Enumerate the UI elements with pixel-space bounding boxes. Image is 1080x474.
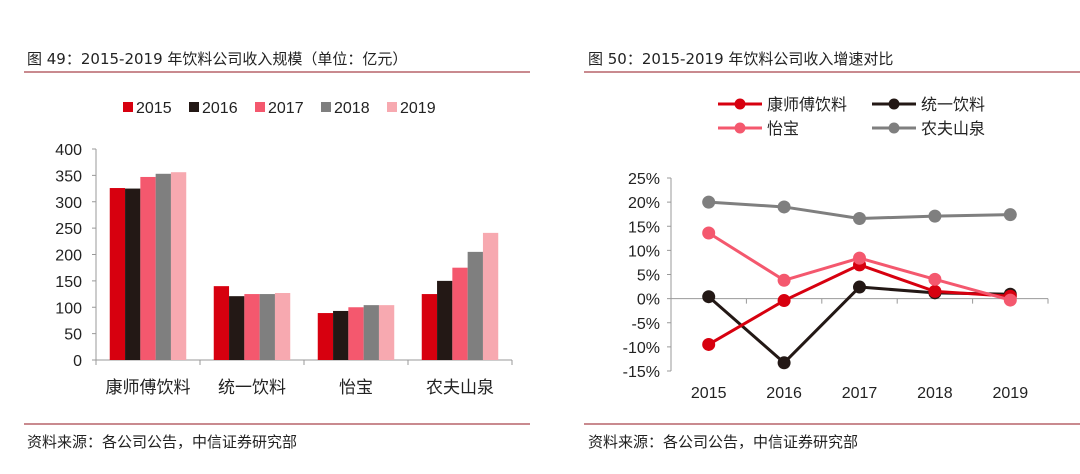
- bar-康师傅饮料-2017: [140, 176, 156, 360]
- bar-统一饮料-2018: [259, 294, 275, 360]
- legend-swatch-2015: [123, 102, 133, 112]
- legend-label-2017: 2017: [268, 100, 304, 117]
- x-tick-label: 2018: [917, 385, 953, 402]
- y-tick-label: 250: [55, 221, 82, 238]
- bar-怡宝-2016: [333, 310, 349, 360]
- bar-农夫山泉-2019: [482, 232, 499, 360]
- data-point-农夫山泉-2019: [1003, 208, 1017, 222]
- y-tick-label: 20%: [628, 195, 660, 212]
- y-tick-label: 0: [73, 353, 82, 370]
- data-point-怡宝-2017: [853, 251, 866, 265]
- legend-label-统一饮料: 统一饮料: [921, 95, 985, 114]
- y-tick-label: -5%: [632, 316, 660, 333]
- source-divider: [24, 423, 530, 425]
- bar-怡宝-2015: [317, 313, 334, 360]
- x-tick-label: 2015: [691, 385, 727, 402]
- bar-chart-title: 图 49：2015-2019 年饮料公司收入规模（单位：亿元）: [27, 50, 408, 68]
- legend-swatch-2018: [321, 102, 331, 112]
- data-point-农夫山泉-2016: [777, 200, 791, 214]
- data-point-统一饮料-2017: [853, 280, 866, 294]
- x-category-label: 统一饮料: [218, 378, 286, 398]
- data-point-康师傅饮料-2016: [777, 294, 791, 308]
- bar-统一饮料-2015: [213, 286, 230, 360]
- data-point-怡宝-2019: [1003, 293, 1017, 307]
- legend-label-2019: 2019: [400, 100, 436, 117]
- y-tick-label: 100: [55, 300, 82, 317]
- y-tick-label: 50: [64, 327, 82, 344]
- legend-marker-统一饮料: [888, 98, 900, 110]
- data-point-怡宝-2018: [928, 272, 942, 286]
- x-tick-label: 2016: [766, 385, 802, 402]
- bar-康师傅饮料-2019: [170, 172, 187, 360]
- data-point-农夫山泉-2015: [702, 195, 716, 209]
- bar-康师傅饮料-2015: [109, 188, 126, 360]
- data-point-怡宝-2015: [702, 226, 716, 240]
- x-category-label: 怡宝: [339, 378, 373, 398]
- legend-label-怡宝: 怡宝: [767, 119, 799, 138]
- legend-marker-康师傅饮料: [734, 98, 746, 110]
- x-tick-label: 2017: [842, 385, 878, 402]
- bar-怡宝-2017: [348, 307, 364, 360]
- data-point-康师傅饮料-2018: [928, 284, 942, 298]
- bar-怡宝-2018: [363, 305, 379, 360]
- y-tick-label: 15%: [628, 219, 660, 236]
- title-divider: [24, 71, 530, 73]
- legend-label-2016: 2016: [202, 100, 238, 117]
- bar-怡宝-2019: [378, 305, 395, 360]
- bar-统一饮料-2019: [274, 293, 291, 360]
- data-point-统一饮料-2015: [702, 290, 716, 304]
- y-tick-label: -15%: [623, 364, 660, 381]
- source-divider: [584, 423, 1080, 425]
- y-tick-label: 5%: [637, 268, 660, 285]
- legend-marker-怡宝: [734, 122, 746, 134]
- legend-label-2018: 2018: [334, 100, 370, 117]
- legend-swatch-2016: [189, 102, 199, 112]
- y-tick-label: 10%: [628, 243, 660, 260]
- data-point-怡宝-2016: [777, 273, 791, 287]
- y-tick-label: 0%: [637, 292, 660, 309]
- line-chart-title: 图 50：2015-2019 年饮料公司收入增速对比: [588, 50, 894, 68]
- y-tick-label: 400: [55, 142, 82, 159]
- x-category-label: 农夫山泉: [426, 378, 494, 398]
- bar-农夫山泉-2015: [421, 294, 438, 360]
- legend-swatch-2017: [255, 102, 265, 112]
- y-tick-label: 25%: [628, 171, 660, 188]
- x-category-label: 康师傅饮料: [106, 378, 191, 398]
- legend-swatch-2019: [387, 102, 397, 112]
- x-tick-label: 2019: [993, 385, 1029, 402]
- bar-康师傅饮料-2016: [125, 188, 141, 360]
- title-divider: [584, 71, 1080, 73]
- data-point-农夫山泉-2017: [853, 212, 866, 226]
- y-tick-label: 300: [55, 195, 82, 212]
- bar-农夫山泉-2018: [467, 251, 483, 360]
- y-tick-label: 200: [55, 248, 82, 265]
- bar-chart-source: 资料来源：各公司公告，中信证券研究部: [27, 433, 298, 451]
- data-point-农夫山泉-2018: [928, 209, 942, 223]
- y-tick-label: 350: [55, 168, 82, 185]
- data-point-康师傅饮料-2015: [702, 337, 716, 351]
- data-point-统一饮料-2016: [777, 356, 791, 370]
- y-tick-label: 150: [55, 274, 82, 291]
- legend-marker-农夫山泉: [888, 122, 900, 134]
- line-chart-source: 资料来源：各公司公告，中信证券研究部: [588, 433, 859, 451]
- legend-label-2015: 2015: [136, 100, 172, 117]
- bar-统一饮料-2016: [229, 296, 245, 360]
- y-tick-label: -10%: [623, 340, 660, 357]
- series-line-康师傅饮料: [707, 263, 1011, 346]
- legend-label-康师傅饮料: 康师傅饮料: [767, 95, 847, 114]
- bar-统一饮料-2017: [244, 294, 260, 360]
- legend-label-农夫山泉: 农夫山泉: [921, 119, 985, 138]
- bar-康师傅饮料-2018: [155, 173, 171, 360]
- bar-农夫山泉-2017: [452, 267, 468, 360]
- bar-农夫山泉-2016: [437, 280, 453, 360]
